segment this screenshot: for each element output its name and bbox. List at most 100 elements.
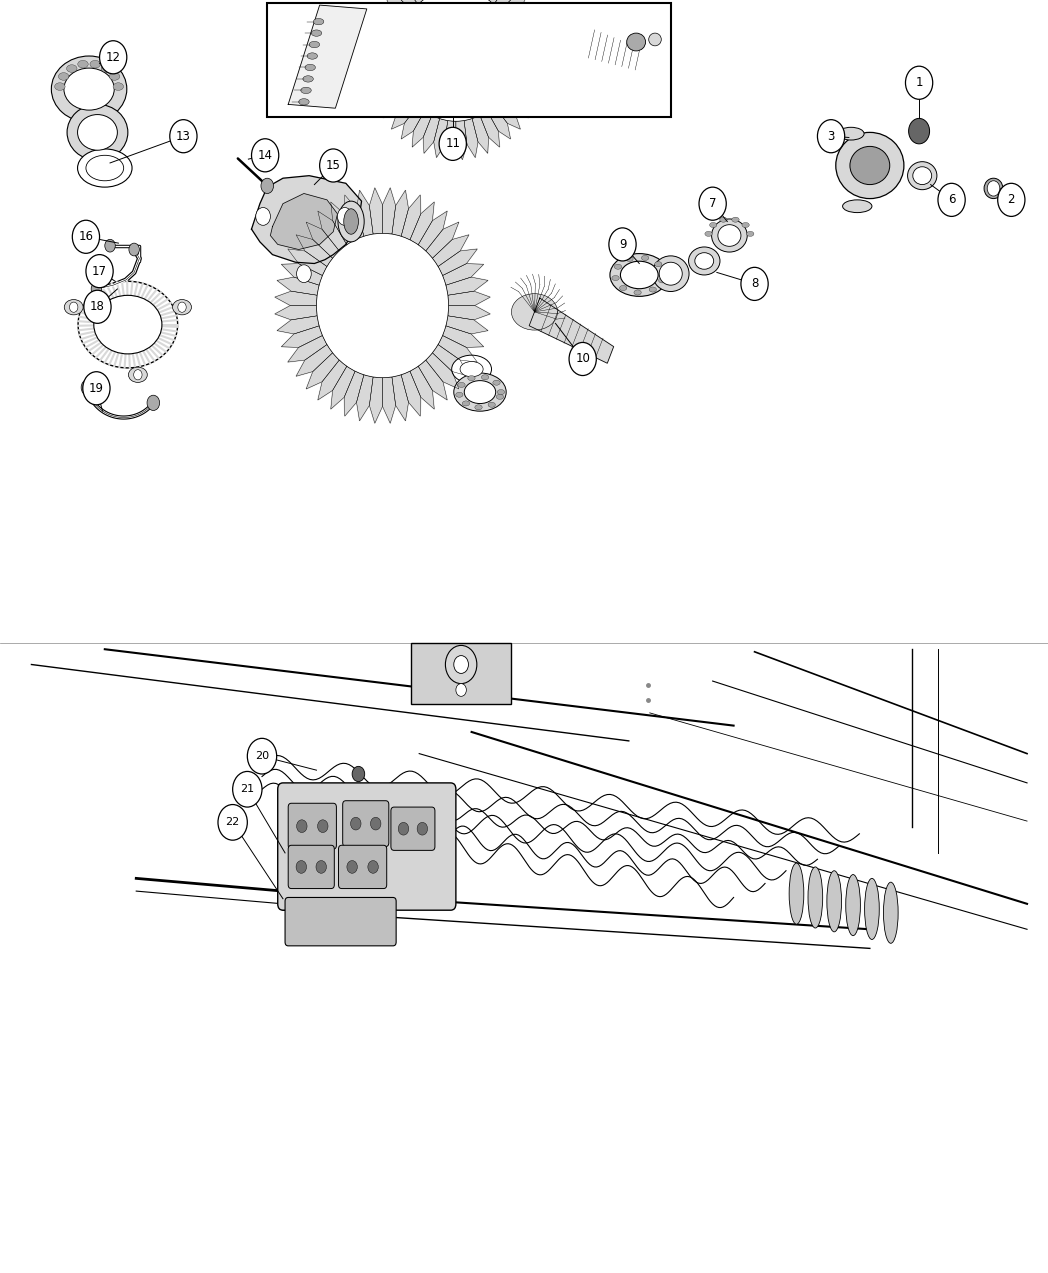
Text: 20: 20 [255, 751, 269, 761]
Ellipse shape [497, 390, 505, 395]
Polygon shape [456, 121, 467, 159]
Ellipse shape [54, 83, 65, 90]
Ellipse shape [78, 281, 177, 368]
Ellipse shape [67, 104, 128, 160]
FancyBboxPatch shape [278, 783, 456, 910]
Ellipse shape [78, 149, 132, 187]
Circle shape [170, 120, 197, 153]
Ellipse shape [689, 247, 720, 275]
Ellipse shape [865, 878, 879, 939]
Circle shape [83, 372, 110, 405]
Polygon shape [391, 0, 418, 11]
Ellipse shape [316, 233, 449, 378]
Text: 15: 15 [326, 159, 341, 172]
FancyBboxPatch shape [391, 807, 435, 850]
Circle shape [147, 395, 159, 410]
Circle shape [909, 118, 930, 144]
Text: 16: 16 [79, 230, 93, 243]
Text: 13: 13 [176, 130, 191, 143]
Circle shape [938, 183, 965, 216]
Polygon shape [369, 188, 383, 234]
Ellipse shape [454, 373, 506, 411]
Polygon shape [425, 222, 459, 258]
Polygon shape [376, 4, 408, 27]
Ellipse shape [658, 278, 665, 283]
Polygon shape [401, 0, 424, 5]
Polygon shape [425, 353, 459, 390]
Text: 7: 7 [708, 197, 717, 210]
Circle shape [905, 66, 933, 99]
Ellipse shape [78, 60, 88, 67]
Circle shape [445, 645, 477, 684]
Ellipse shape [712, 219, 747, 252]
Circle shape [218, 805, 247, 840]
Polygon shape [412, 111, 432, 148]
Polygon shape [275, 292, 318, 306]
Polygon shape [383, 0, 412, 19]
Circle shape [100, 41, 127, 74]
Ellipse shape [827, 871, 842, 932]
Ellipse shape [462, 401, 470, 406]
Text: 8: 8 [750, 278, 759, 290]
Text: 2: 2 [1007, 193, 1016, 206]
Ellipse shape [836, 132, 903, 199]
Circle shape [347, 861, 357, 873]
Ellipse shape [299, 99, 309, 106]
Polygon shape [252, 176, 362, 264]
Circle shape [81, 379, 93, 395]
Ellipse shape [93, 295, 161, 354]
Ellipse shape [908, 162, 937, 190]
Ellipse shape [129, 367, 148, 382]
Circle shape [439, 127, 466, 160]
Polygon shape [365, 42, 399, 55]
Ellipse shape [614, 265, 621, 270]
Ellipse shape [883, 882, 898, 943]
Circle shape [456, 684, 466, 696]
Circle shape [261, 178, 274, 193]
Ellipse shape [460, 362, 483, 377]
Polygon shape [383, 188, 396, 234]
Circle shape [350, 817, 361, 830]
Circle shape [454, 656, 468, 673]
Ellipse shape [488, 402, 496, 407]
Circle shape [987, 181, 1000, 196]
Ellipse shape [634, 290, 641, 295]
Circle shape [352, 766, 365, 782]
Polygon shape [423, 116, 440, 153]
Polygon shape [438, 336, 477, 362]
Circle shape [178, 302, 187, 312]
Ellipse shape [720, 218, 727, 223]
Circle shape [609, 228, 636, 261]
Ellipse shape [789, 863, 804, 924]
Polygon shape [277, 316, 320, 334]
Polygon shape [504, 83, 536, 106]
Polygon shape [487, 0, 510, 5]
Ellipse shape [64, 67, 114, 111]
Polygon shape [500, 90, 529, 118]
Ellipse shape [90, 60, 101, 67]
Polygon shape [365, 55, 399, 67]
Text: 1: 1 [915, 76, 923, 89]
Ellipse shape [307, 53, 318, 59]
Polygon shape [442, 326, 484, 348]
Circle shape [337, 207, 352, 225]
Text: 14: 14 [258, 149, 272, 162]
Polygon shape [281, 326, 323, 348]
Circle shape [297, 820, 307, 833]
Polygon shape [494, 0, 521, 11]
Circle shape [134, 369, 143, 379]
Ellipse shape [493, 381, 500, 386]
Polygon shape [275, 306, 318, 320]
Polygon shape [391, 98, 418, 129]
Circle shape [247, 738, 277, 774]
Ellipse shape [627, 33, 646, 51]
FancyBboxPatch shape [343, 801, 389, 847]
Text: 17: 17 [92, 265, 107, 278]
Polygon shape [344, 195, 364, 239]
Ellipse shape [837, 127, 864, 140]
Ellipse shape [51, 56, 127, 122]
Polygon shape [494, 98, 521, 129]
Polygon shape [472, 116, 488, 153]
Ellipse shape [290, 205, 475, 406]
Circle shape [296, 861, 306, 873]
